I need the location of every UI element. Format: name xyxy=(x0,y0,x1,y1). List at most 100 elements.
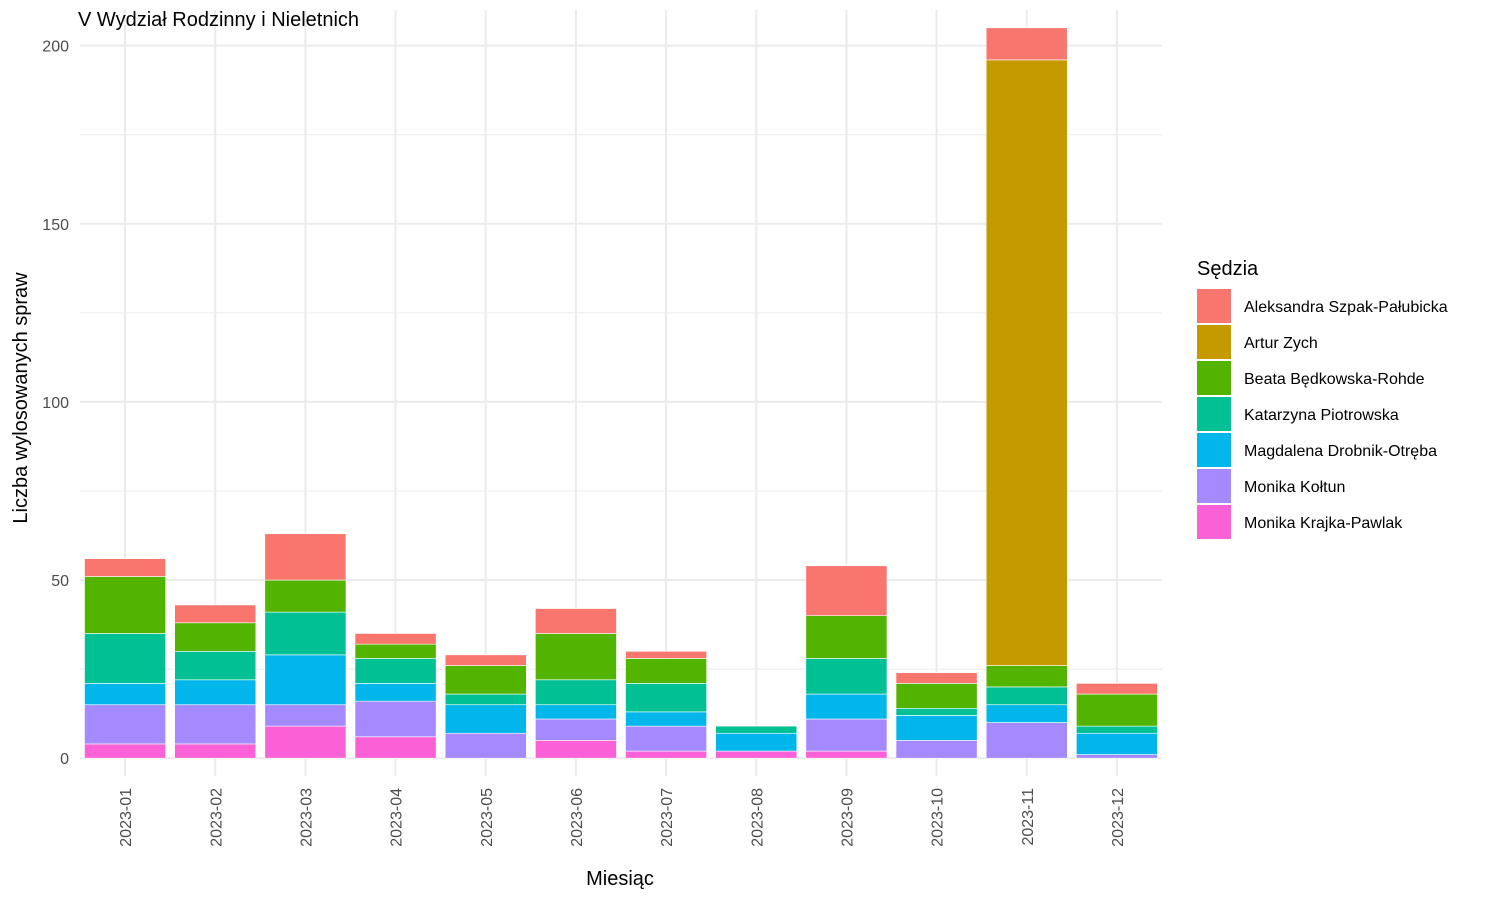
x-tick-label: 2023-08 xyxy=(749,788,766,847)
bar-segment xyxy=(354,683,437,702)
bar-segment xyxy=(535,608,617,634)
legend-label: Artur Zych xyxy=(1244,335,1318,352)
bar-segment xyxy=(535,718,617,741)
bar-segment xyxy=(805,750,888,759)
y-tick-label: 50 xyxy=(51,573,69,590)
legend-label: Beata Będkowska-Rohde xyxy=(1244,371,1425,388)
legend-key xyxy=(1197,505,1231,539)
bar-segment xyxy=(985,722,1068,759)
bar-segment xyxy=(715,732,798,752)
bar-segment xyxy=(895,715,978,741)
bar-segment xyxy=(444,704,527,734)
legend-key xyxy=(1197,433,1231,467)
x-tick-label: 2023-07 xyxy=(659,788,676,847)
legend-label: Katarzyna Piotrowska xyxy=(1244,407,1399,424)
bar-segment xyxy=(174,743,257,759)
bar-segment xyxy=(625,658,707,684)
bar-segment xyxy=(174,679,257,706)
chart-bars xyxy=(84,27,1158,759)
legend-key xyxy=(1197,397,1231,431)
bar-segment xyxy=(1076,683,1158,695)
legend-label: Aleksandra Szpak-Pałubicka xyxy=(1244,299,1448,316)
bar-segment xyxy=(174,622,257,652)
bar-segment xyxy=(264,654,347,706)
x-tick-label: 2023-02 xyxy=(208,788,225,847)
bar-segment xyxy=(444,732,527,759)
bar-segment xyxy=(805,565,888,616)
bar-segment xyxy=(264,611,347,656)
bar-segment xyxy=(264,579,347,613)
y-tick-label: 200 xyxy=(42,39,69,56)
bar-segment xyxy=(895,740,978,759)
bar-segment xyxy=(985,686,1068,706)
chart-grid xyxy=(80,10,1162,776)
x-tick-label: 2023-03 xyxy=(298,788,315,847)
x-axis-ticks: 2023-01 2023-02 2023-03 2023-04 2023-05 2023-… xyxy=(118,788,1127,847)
bar-segment xyxy=(805,615,888,659)
bar-segment xyxy=(535,740,617,759)
x-tick-label: 2023-06 xyxy=(569,788,586,847)
bar-segment xyxy=(535,704,617,720)
bar-segment xyxy=(264,704,347,727)
y-axis-title: Liczba wylosowanych spraw xyxy=(10,272,32,524)
bar-segment xyxy=(1076,693,1158,727)
bar-segment xyxy=(625,651,707,659)
legend-label: Magdalena Drobnik-Otręba xyxy=(1244,443,1437,460)
legend: Sędzia Aleksandra Szpak-Pałubicka Artur Z… xyxy=(1197,258,1448,539)
bar-segment xyxy=(625,683,707,713)
bar-segment xyxy=(84,704,166,745)
x-tick-label: 2023-01 xyxy=(118,788,135,847)
bar-segment xyxy=(354,736,437,759)
bar-segment xyxy=(354,643,437,659)
x-tick-label: 2023-09 xyxy=(839,788,856,847)
bar-segment xyxy=(174,704,257,745)
bar-segment xyxy=(805,718,888,752)
bar-segment xyxy=(895,683,978,709)
bar-segment xyxy=(535,679,617,706)
legend-label: Monika Krajka-Pawlak xyxy=(1244,515,1403,532)
bar-segment xyxy=(1076,732,1158,755)
bar-segment xyxy=(985,27,1068,61)
bar-segment xyxy=(895,708,978,716)
legend-key xyxy=(1197,469,1231,503)
legend-title: Sędzia xyxy=(1197,258,1259,280)
bar-segment xyxy=(354,700,437,738)
bar-segment xyxy=(84,558,166,577)
legend-label: Monika Kołtun xyxy=(1244,479,1345,496)
bar-segment xyxy=(84,576,166,634)
y-tick-label: 150 xyxy=(42,217,69,234)
bar-segment xyxy=(264,725,347,759)
bar-segment xyxy=(715,750,798,759)
bar-segment xyxy=(174,604,257,624)
bar-segment xyxy=(354,658,437,684)
bar-segment xyxy=(625,750,707,759)
x-tick-label: 2023-10 xyxy=(930,788,947,847)
bar-segment xyxy=(625,711,707,727)
legend-key xyxy=(1197,325,1231,359)
bar-segment xyxy=(1076,725,1158,734)
bar-segment xyxy=(444,654,527,666)
bar-segment xyxy=(985,59,1068,666)
legend-key xyxy=(1197,289,1231,323)
bar-segment xyxy=(1076,754,1158,759)
bar-segment xyxy=(985,665,1068,688)
bar-segment xyxy=(535,633,617,681)
bar-segment xyxy=(625,725,707,752)
bar-segment xyxy=(985,704,1068,723)
x-axis-title: Miesiąc xyxy=(586,868,654,890)
bar-segment xyxy=(895,672,978,684)
bar-segment xyxy=(805,693,888,720)
bar-segment xyxy=(444,665,527,695)
x-tick-label: 2023-05 xyxy=(479,788,496,847)
legend-key xyxy=(1197,361,1231,395)
y-tick-label: 0 xyxy=(60,751,69,768)
bar-segment xyxy=(84,683,166,706)
x-tick-label: 2023-04 xyxy=(389,788,406,847)
bar-segment xyxy=(264,533,347,581)
y-axis-ticks: 0 50 100 150 200 xyxy=(42,39,69,769)
chart-title: V Wydział Rodzinny i Nieletnich xyxy=(78,9,359,31)
bar-segment xyxy=(174,651,257,681)
bar-segment xyxy=(805,658,888,695)
bar-segment xyxy=(715,725,798,734)
